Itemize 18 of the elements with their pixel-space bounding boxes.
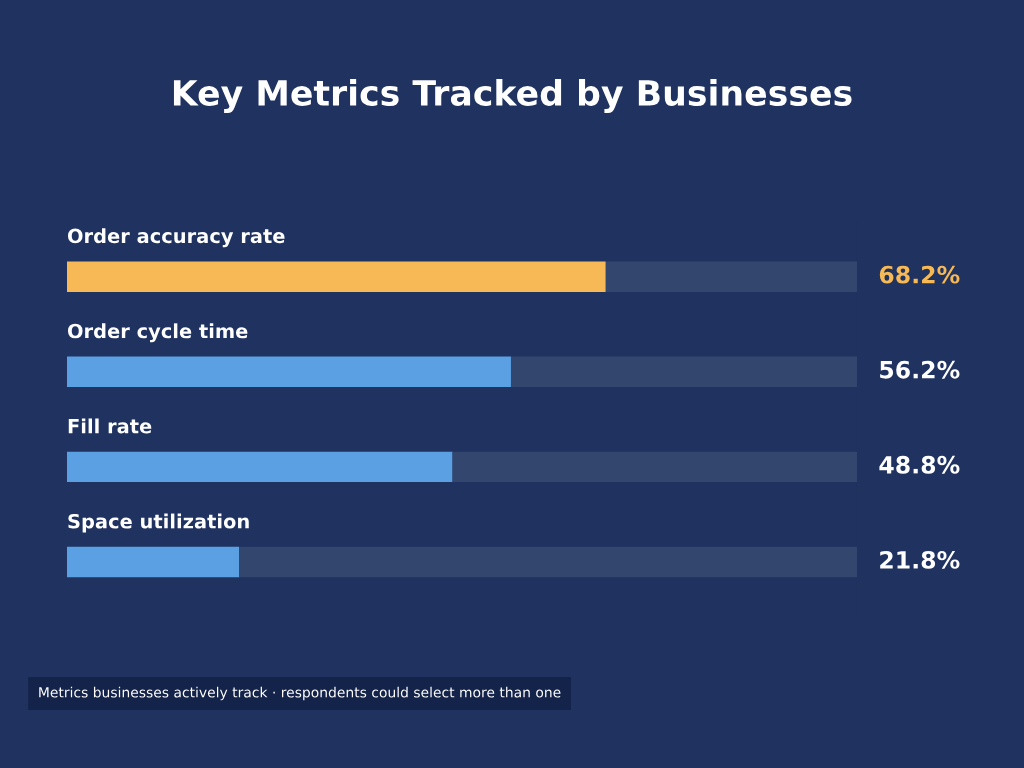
chart-title: Key Metrics Tracked by Businesses [173,79,852,113]
bar [452,451,857,483]
data-label: 48.8% [879,455,960,474]
data-label: 56.2% [880,360,960,379]
bar [605,261,857,292]
y-tick-label: Space utilization [68,513,249,533]
y-tick-label: Order cycle time [67,323,248,343]
data-label: 21.8% [880,550,960,569]
data-label: 68.2% [879,265,960,284]
y-tick-label: Fill rate [68,418,152,434]
bar [239,546,857,578]
y-tick-label: Order accuracy rate [67,228,285,248]
bar [510,356,857,387]
bar [67,356,511,387]
text: Metrics businesses actively track · respondents could select more than one [39,686,561,701]
bar [67,261,606,292]
bar [67,451,453,483]
bar [67,546,240,578]
